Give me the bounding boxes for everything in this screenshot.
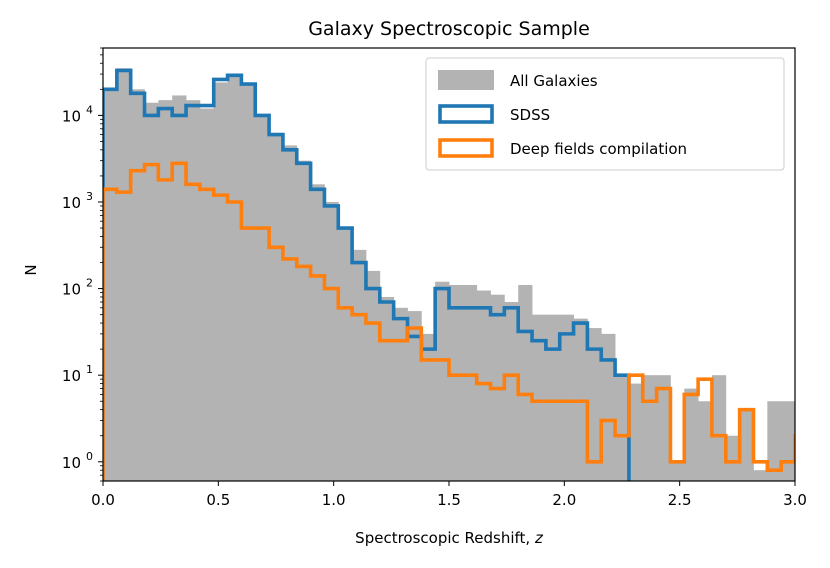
histogram-bar xyxy=(435,281,450,481)
histogram-bar xyxy=(449,285,464,481)
histogram-bar xyxy=(186,100,201,481)
histogram-bar xyxy=(352,249,367,481)
histogram-bar xyxy=(684,388,699,481)
histogram-bar xyxy=(711,375,727,481)
histogram-bar xyxy=(130,89,145,481)
histogram-bar xyxy=(615,375,630,481)
legend-label: SDSS xyxy=(510,106,550,124)
x-tick-label: 0.0 xyxy=(91,491,115,509)
legend-swatch xyxy=(438,104,494,124)
histogram-bar xyxy=(158,100,173,481)
histogram-bar xyxy=(476,290,491,481)
y-tick-base: 10 xyxy=(62,107,81,125)
y-tick-label: 10 xyxy=(62,454,81,472)
histogram-bar xyxy=(587,328,602,481)
histogram-bar xyxy=(504,302,519,481)
histogram-bar xyxy=(725,435,741,481)
histogram-bar xyxy=(518,285,533,481)
histogram-bar xyxy=(545,314,561,481)
legend-swatch xyxy=(438,70,494,90)
x-tick-label: 2.5 xyxy=(668,491,692,509)
histogram-bar xyxy=(338,228,353,481)
histogram-bar xyxy=(199,108,215,481)
legend-box xyxy=(425,57,785,171)
y-tick-exponent: 1 xyxy=(86,363,93,376)
y-tick-base: 10 xyxy=(62,281,81,299)
histogram-bar xyxy=(767,401,782,481)
y-tick-label: 10 xyxy=(62,194,81,212)
x-tick-label: 3.0 xyxy=(783,491,807,509)
x-tick-label: 1.0 xyxy=(322,491,346,509)
histogram-bar xyxy=(296,160,311,481)
y-tick-exponent: 0 xyxy=(86,450,93,463)
histogram-bar xyxy=(462,285,478,481)
y-axis-label: N xyxy=(22,264,40,275)
y-tick-label: 10 xyxy=(62,107,81,125)
series-step-line xyxy=(103,161,795,481)
legend-label: All Galaxies xyxy=(510,72,598,90)
series-layer xyxy=(103,68,795,481)
histogram-bar xyxy=(103,89,118,481)
plot-area xyxy=(102,47,796,482)
histogram-bar xyxy=(739,409,754,481)
histogram-bar xyxy=(628,383,644,481)
legend-swatch xyxy=(438,138,494,158)
y-tick-base: 10 xyxy=(62,367,81,385)
histogram-bar xyxy=(269,134,284,481)
histogram-bar xyxy=(670,461,685,481)
y-tick-label: 10 xyxy=(62,281,81,299)
y-axis: 10 0 10 1 10 2 10 3 10 4 xyxy=(62,47,103,482)
histogram-bar xyxy=(116,68,132,481)
histogram-bar xyxy=(656,375,671,481)
x-axis: 0.0 0.5 1.0 1.5 2.0 2.5 3.0 xyxy=(91,481,807,509)
histogram-bar xyxy=(213,82,228,481)
histogram-bar xyxy=(490,294,505,481)
histogram-bar xyxy=(255,115,270,481)
x-tick-label: 0.5 xyxy=(206,491,230,509)
histogram-bar xyxy=(144,102,159,481)
histogram-bar xyxy=(379,296,395,481)
histogram-bar xyxy=(241,85,256,481)
histogram-bar xyxy=(421,333,436,481)
y-tick-exponent: 4 xyxy=(86,103,93,116)
histogram-bar xyxy=(282,145,298,481)
histogram-bar xyxy=(393,307,408,481)
y-tick-exponent: 3 xyxy=(86,190,93,203)
histogram-bar xyxy=(310,184,325,481)
histogram-bar xyxy=(365,270,381,481)
x-tick-label: 2.0 xyxy=(552,491,576,509)
series-step-line xyxy=(103,68,631,481)
legend-label: Deep fields compilation xyxy=(510,140,687,158)
histogram-bar xyxy=(601,333,616,481)
y-tick-base: 10 xyxy=(62,194,81,212)
y-tick-exponent: 2 xyxy=(86,277,93,290)
legend: All Galaxies SDSS Deep fields compilation xyxy=(425,57,785,171)
histogram-bar xyxy=(172,95,187,481)
histogram-bar xyxy=(698,401,713,481)
histogram-bar xyxy=(324,201,339,481)
x-axis-label-variable: z xyxy=(534,529,544,547)
y-tick-base: 10 xyxy=(62,454,81,472)
chart-title: Galaxy Spectroscopic Sample xyxy=(308,18,590,40)
histogram-bar xyxy=(532,314,547,481)
x-tick-label: 1.5 xyxy=(437,491,461,509)
x-axis-label: Spectroscopic Redshift, z xyxy=(355,529,544,547)
histogram-bar xyxy=(407,311,422,481)
histogram-bar xyxy=(227,76,242,481)
histogram-bar xyxy=(753,470,768,481)
y-tick-label: 10 xyxy=(62,367,81,385)
histogram-bar xyxy=(559,314,574,481)
